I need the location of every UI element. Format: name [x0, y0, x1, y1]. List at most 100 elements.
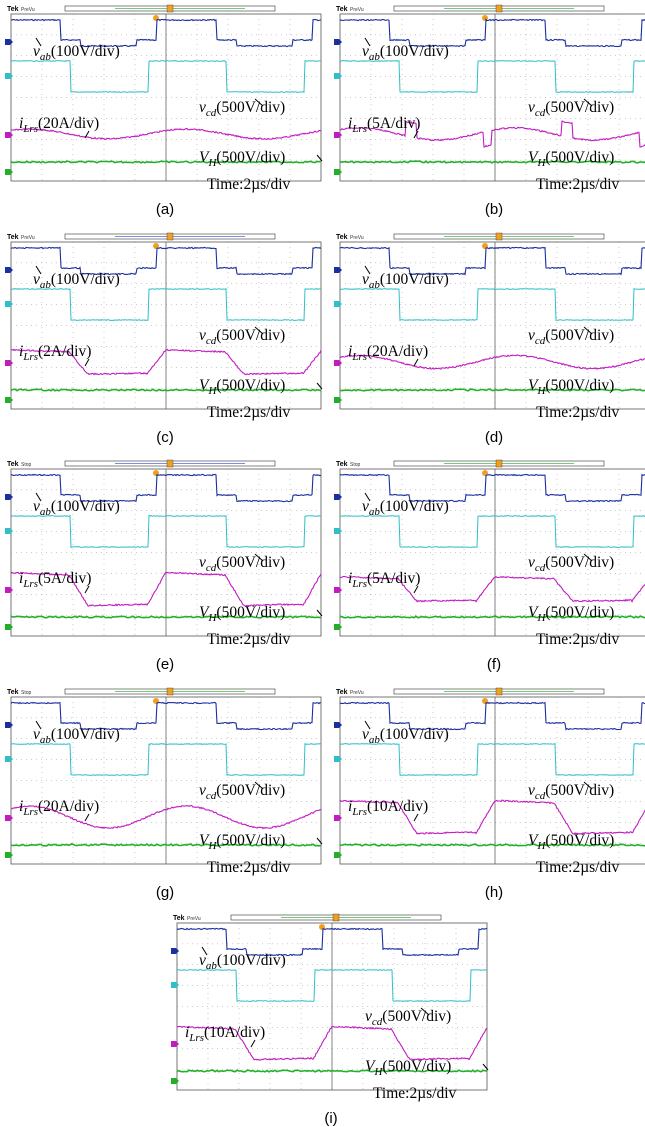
channel-marker	[334, 852, 342, 858]
time-scale-label: Time:2µs/div	[373, 1085, 457, 1102]
label-arrow	[84, 130, 90, 139]
label-arrow	[254, 781, 264, 790]
scope-panel-a: Tek PreVu vab(100V/div) vcd(500V/div) iLrs(2…	[5, 4, 325, 193]
acquisition-status: Stop	[350, 462, 361, 468]
scope-brand: Tek	[173, 915, 185, 922]
panel-caption: (c)	[156, 429, 174, 446]
label-arrow	[35, 37, 42, 47]
channel-marker	[5, 39, 13, 45]
ilrs-trace	[339, 799, 645, 835]
trigger-marker	[482, 470, 488, 476]
vcd-trace	[339, 743, 645, 776]
ilrs-trace	[10, 127, 322, 141]
panel-caption: (e)	[155, 656, 175, 673]
trigger-position-marker	[495, 232, 503, 241]
panel-caption: (d)	[484, 429, 504, 446]
vab-label: vab(100V/div)	[362, 498, 449, 518]
channel-marker	[334, 169, 342, 175]
channel-marker	[171, 1041, 179, 1047]
scope-screen: Tek PreVu vab(100V/div) vcd(500V/div) iLrs(5…	[334, 4, 645, 193]
channel-marker	[334, 132, 342, 138]
panel-caption: (a)	[155, 201, 175, 218]
channel-marker	[5, 587, 13, 593]
label-arrow	[35, 492, 42, 502]
ilrs-label: iLrs(20A/div)	[348, 343, 428, 363]
trigger-position-marker	[166, 4, 174, 13]
channel-marker	[334, 528, 342, 534]
label-arrow	[35, 265, 42, 275]
vh-trace	[339, 615, 645, 619]
label-arrow	[583, 98, 593, 107]
time-scale-label: Time:2µs/div	[536, 631, 620, 648]
ilrs-label: iLrs(20A/div)	[19, 115, 99, 135]
channel-marker	[334, 494, 342, 500]
ilrs-trace	[339, 354, 645, 370]
channel-marker	[5, 132, 13, 138]
vh-label: VH(500V/div)	[199, 149, 285, 169]
channel-marker	[5, 494, 13, 500]
channel-marker	[334, 39, 342, 45]
label-arrow	[316, 382, 323, 390]
channel-marker	[5, 756, 13, 762]
vab-label: vab(100V/div)	[362, 43, 449, 63]
label-arrow	[413, 358, 419, 367]
channel-marker	[334, 301, 342, 307]
scope-panel-g: Tek Stop vab(100V/div) vcd(500V/div) iLrs(20…	[5, 687, 325, 876]
trigger-position-marker	[166, 459, 174, 468]
vcd-label: vcd(500V/div)	[365, 1008, 451, 1028]
vcd-trace	[339, 60, 645, 94]
vab-trace	[10, 701, 322, 731]
ilrs-trace	[176, 1025, 488, 1061]
label-arrow	[316, 837, 323, 845]
vh-label: VH(500V/div)	[528, 149, 614, 169]
channel-marker	[171, 982, 179, 988]
ilrs-label: iLrs(10A/div)	[185, 1024, 265, 1044]
panel-caption: (b)	[484, 201, 504, 218]
vh-trace	[176, 1069, 488, 1073]
vcd-label: vcd(500V/div)	[199, 554, 285, 574]
channel-marker	[334, 360, 342, 366]
vab-label: vab(100V/div)	[362, 726, 449, 746]
acquisition-status: PreVu	[350, 235, 364, 241]
scope-brand: Tek	[336, 689, 348, 696]
scope-brand: Tek	[336, 461, 348, 468]
vh-trace	[10, 843, 322, 847]
vcd-trace	[10, 287, 322, 322]
oscilloscope-figure: Tek PreVu vab(100V/div) vcd(500V/div) iLrs(2…	[5, 4, 645, 1127]
panel-caption: (g)	[155, 884, 175, 901]
label-arrow	[84, 585, 90, 594]
channel-marker	[5, 815, 13, 821]
time-scale-label: Time:2µs/div	[207, 631, 291, 648]
scope-panel-b: Tek PreVu vab(100V/div) vcd(500V/div) iLrs(5…	[334, 4, 645, 193]
channel-marker	[334, 397, 342, 403]
trigger-position-marker	[332, 913, 340, 922]
label-arrow	[364, 720, 371, 730]
ilrs-trace	[339, 120, 645, 148]
label-arrow	[364, 37, 371, 47]
acquisition-status: PreVu	[350, 7, 364, 13]
scope-screen: Tek Stop vab(100V/div) vcd(500V/div) iLrs(5A…	[5, 459, 323, 648]
channel-marker	[5, 624, 13, 630]
scope-panel-i: Tek PreVu vab(100V/div) vcd(500V/div) iLrs(1…	[171, 913, 491, 1102]
time-scale-label: Time:2µs/div	[536, 176, 620, 193]
vab-trace	[10, 246, 322, 276]
channel-marker	[5, 722, 13, 728]
acquisition-status: PreVu	[187, 916, 201, 922]
scope-brand: Tek	[336, 6, 348, 13]
scope-brand: Tek	[7, 6, 19, 13]
label-arrow	[250, 1039, 256, 1048]
scope-brand: Tek	[7, 689, 19, 696]
channel-marker	[171, 1078, 179, 1084]
ilrs-label: iLrs(2A/div)	[19, 343, 91, 363]
vab-trace	[339, 701, 645, 731]
time-scale-label: Time:2µs/div	[207, 176, 291, 193]
label-arrow	[583, 326, 593, 335]
time-scale-label: Time:2µs/div	[536, 404, 620, 421]
vcd-label: vcd(500V/div)	[528, 554, 614, 574]
ilrs-trace	[10, 804, 322, 830]
vcd-trace	[10, 742, 322, 776]
scope-screen: Tek PreVu vab(100V/div) vcd(500V/div) iLrs(2…	[5, 4, 323, 193]
vcd-label: vcd(500V/div)	[199, 327, 285, 347]
channel-marker	[5, 301, 13, 307]
vh-trace	[340, 388, 645, 392]
